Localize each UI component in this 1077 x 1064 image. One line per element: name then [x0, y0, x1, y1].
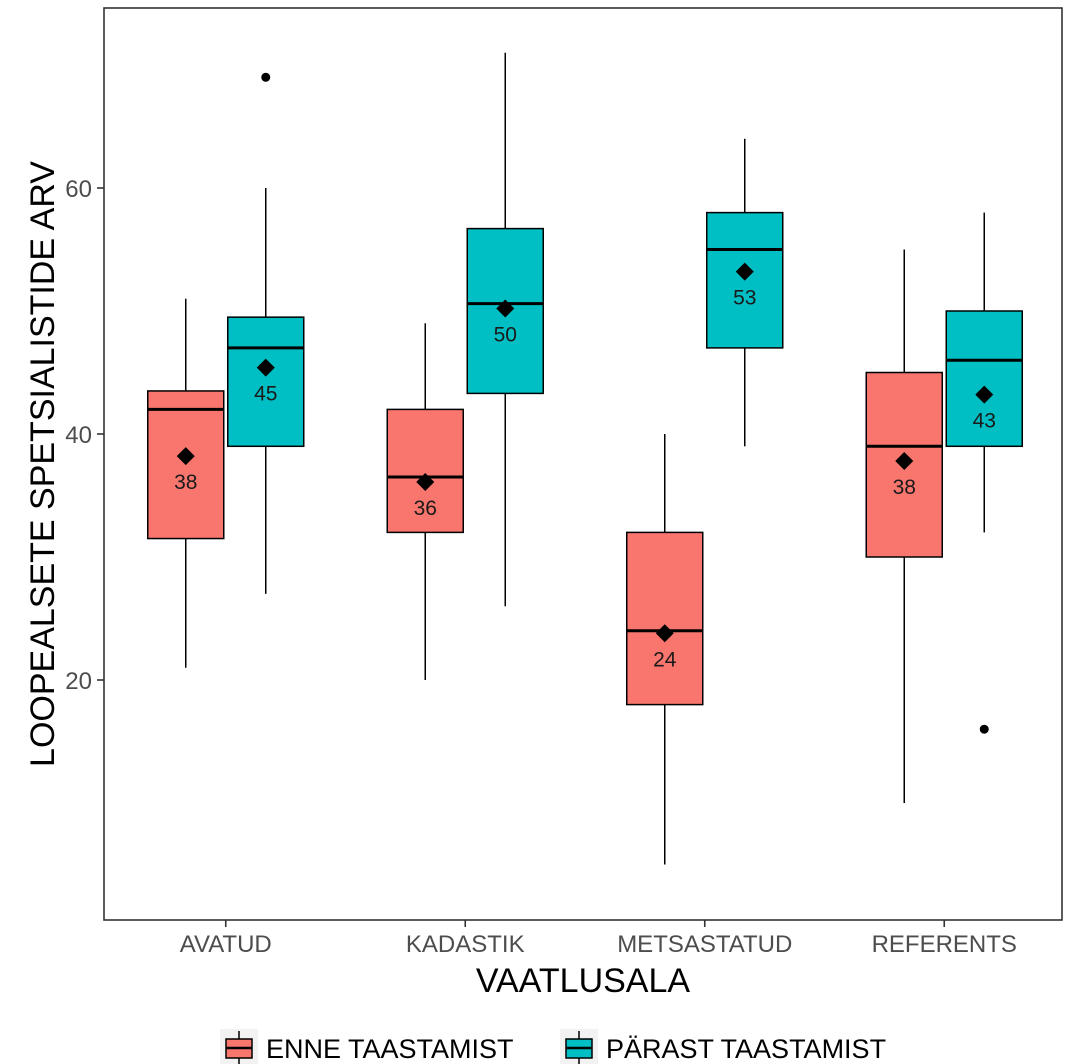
- y-tick-label: 60: [65, 176, 92, 203]
- mean-marker: [176, 447, 195, 466]
- box-group: 38: [865, 249, 943, 803]
- x-tick-label: REFERENTS: [872, 931, 1017, 958]
- y-tick-label: 40: [65, 422, 92, 449]
- x-tick-label: KADASTIK: [406, 931, 525, 958]
- mean-label: 45: [254, 383, 277, 406]
- legend-label: ENNE TAASTAMIST: [266, 1034, 514, 1064]
- mean-label: 38: [174, 471, 197, 494]
- legend-item: PÄRAST TAASTAMIST: [560, 1029, 886, 1064]
- legend-label: PÄRAST TAASTAMIST: [606, 1034, 886, 1064]
- mean-label: 53: [733, 287, 756, 310]
- box: [386, 408, 464, 534]
- box-group: 38: [147, 298, 225, 668]
- mean-label: 24: [653, 648, 677, 671]
- x-axis-title: VAATLUSALA: [476, 962, 690, 1000]
- mean-marker: [256, 358, 275, 377]
- outlier-point: [261, 72, 271, 82]
- box-group: 36: [386, 323, 464, 680]
- mean-marker: [895, 452, 914, 471]
- mean-label: 50: [494, 324, 517, 347]
- mean-marker: [735, 262, 754, 281]
- box-group: 50: [466, 52, 544, 607]
- box-group: 53: [706, 138, 784, 447]
- box: [626, 531, 704, 706]
- x-tick-label: AVATUD: [180, 931, 272, 958]
- box-group: 43: [945, 212, 1023, 734]
- legend-item: ENNE TAASTAMIST: [220, 1029, 514, 1064]
- y-axis-ticks: [97, 187, 946, 927]
- box: [945, 310, 1023, 448]
- box-group: 45: [227, 72, 305, 594]
- y-tick-label: 20: [65, 668, 92, 695]
- mean-marker: [655, 624, 674, 643]
- outlier-point: [979, 724, 989, 734]
- box: [227, 316, 305, 448]
- mean-marker: [496, 299, 515, 318]
- mean-marker: [416, 472, 435, 491]
- mean-marker: [975, 385, 994, 404]
- mean-label: 36: [414, 497, 437, 520]
- x-tick-label: METSASTATUD: [617, 931, 792, 958]
- y-axis-title: LOOPEALSETE SPETSIALISTIDE ARV: [24, 161, 62, 767]
- box-group: 24: [626, 434, 704, 865]
- mean-label: 43: [973, 410, 996, 433]
- tick-labels: 20 40 60 AVATUD KADASTIK METSASTATUD REFERENTS: [65, 176, 1017, 958]
- panel-border: [103, 7, 1063, 921]
- mean-label: 38: [893, 476, 916, 499]
- plot-marks: 38 36 24 38 45 50 53 43: [147, 52, 1023, 865]
- legend: ENNE TAASTAMIST PÄRAST TAASTAMIST: [220, 1029, 886, 1064]
